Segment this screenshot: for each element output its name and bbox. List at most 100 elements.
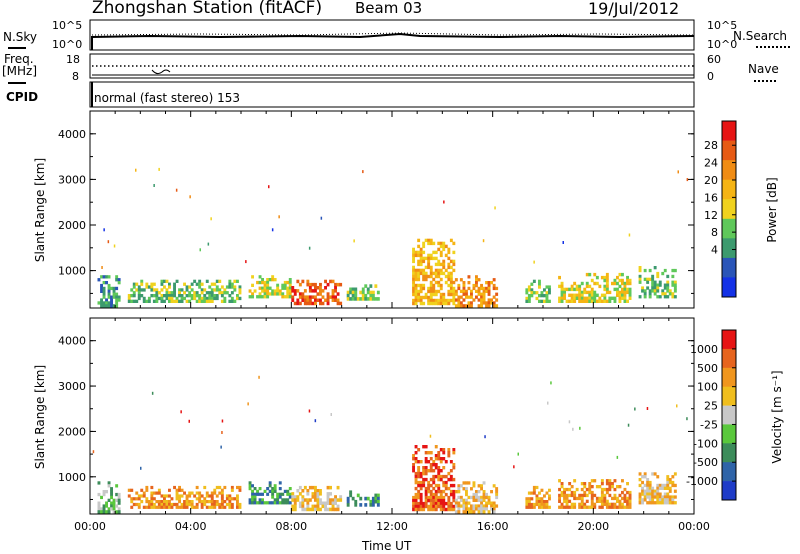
data-cell <box>268 481 272 485</box>
data-cell <box>359 290 363 295</box>
data-cell <box>102 281 106 285</box>
data-cell <box>585 290 589 295</box>
data-cell <box>102 286 106 291</box>
data-cell <box>568 499 572 503</box>
data-cell <box>661 501 665 505</box>
colorbar-segment <box>722 121 736 141</box>
data-cell <box>570 485 574 489</box>
data-cell <box>419 480 423 485</box>
data-cell <box>434 268 438 273</box>
data-cell <box>185 288 189 292</box>
data-cell <box>308 298 312 302</box>
data-cell <box>107 275 111 279</box>
data-cell <box>178 294 181 298</box>
data-cell <box>419 301 423 306</box>
data-cell <box>477 507 481 511</box>
data-cell <box>465 498 468 502</box>
data-cell <box>422 507 426 512</box>
data-cell <box>588 505 592 509</box>
data-cell <box>293 507 297 512</box>
data-cell <box>641 498 644 502</box>
data-cell <box>429 507 433 512</box>
data-cell <box>457 304 461 308</box>
data-cell <box>437 298 441 303</box>
data-cell <box>444 492 448 497</box>
data-cell <box>429 271 433 276</box>
data-cell <box>603 287 607 292</box>
data-cell <box>238 502 242 507</box>
data-cell <box>130 488 134 492</box>
data-cell <box>590 278 594 283</box>
data-cell <box>538 505 541 509</box>
data-cell <box>319 501 322 505</box>
data-cell <box>422 277 426 282</box>
data-cell <box>110 487 113 491</box>
data-cell <box>530 491 534 495</box>
data-cell <box>316 286 320 290</box>
data-cell <box>558 505 561 509</box>
data-cell <box>198 296 202 301</box>
data-cell <box>452 448 456 452</box>
data-cell <box>281 295 285 299</box>
data-cell <box>437 241 441 246</box>
data-cell <box>538 299 541 303</box>
data-speck <box>140 466 142 470</box>
data-cell <box>578 505 582 509</box>
data-cell <box>293 498 297 502</box>
data-cell <box>140 288 144 292</box>
data-cell <box>673 286 677 290</box>
data-cell <box>346 503 350 507</box>
data-cell <box>424 477 428 482</box>
data-cell <box>414 283 418 288</box>
data-cell <box>442 295 446 300</box>
data-cell <box>492 278 496 282</box>
data-cell <box>417 250 421 255</box>
data-cell <box>117 510 121 514</box>
data-cell <box>208 494 212 498</box>
colorbar-segment <box>722 462 736 482</box>
data-cell <box>117 495 121 500</box>
data-cell <box>641 289 644 293</box>
data-cell <box>263 489 267 493</box>
colorbar-segment <box>722 348 736 369</box>
data-cell <box>102 504 106 508</box>
data-cell <box>311 507 315 512</box>
data-cell <box>336 292 340 296</box>
data-cell <box>223 296 227 301</box>
data-cell <box>266 283 270 287</box>
data-cell <box>560 290 564 295</box>
data-cell <box>573 479 577 483</box>
data-cell <box>532 488 536 492</box>
data-cell <box>208 285 212 289</box>
data-cell <box>535 296 539 301</box>
data-cell <box>414 457 418 461</box>
data-cell <box>593 493 597 498</box>
data-speck <box>320 216 323 220</box>
data-cell <box>457 504 461 508</box>
data-cell <box>422 471 426 476</box>
data-cell <box>142 491 146 495</box>
data-cell <box>495 495 499 500</box>
data-cell <box>560 299 564 303</box>
data-cell <box>329 492 332 496</box>
data-cell <box>459 504 463 508</box>
data-cell <box>482 510 486 514</box>
data-cell <box>638 501 642 505</box>
data-cell <box>477 484 481 488</box>
data-cell <box>419 492 423 497</box>
data-cell <box>666 492 670 496</box>
data-cell <box>326 485 330 490</box>
data-cell <box>454 292 458 296</box>
data-cell <box>225 497 229 501</box>
velocity-colorbar-label: Velocity [m s⁻¹] <box>770 370 784 464</box>
data-cell <box>432 289 436 294</box>
data-cell <box>658 280 662 284</box>
data-cell <box>419 247 423 252</box>
data-cell <box>437 451 441 455</box>
data-cell <box>155 296 159 301</box>
data-cell <box>611 502 614 506</box>
data-cell <box>366 297 370 301</box>
data-cell <box>306 279 310 284</box>
data-cell <box>175 296 179 301</box>
data-cell <box>364 297 368 301</box>
